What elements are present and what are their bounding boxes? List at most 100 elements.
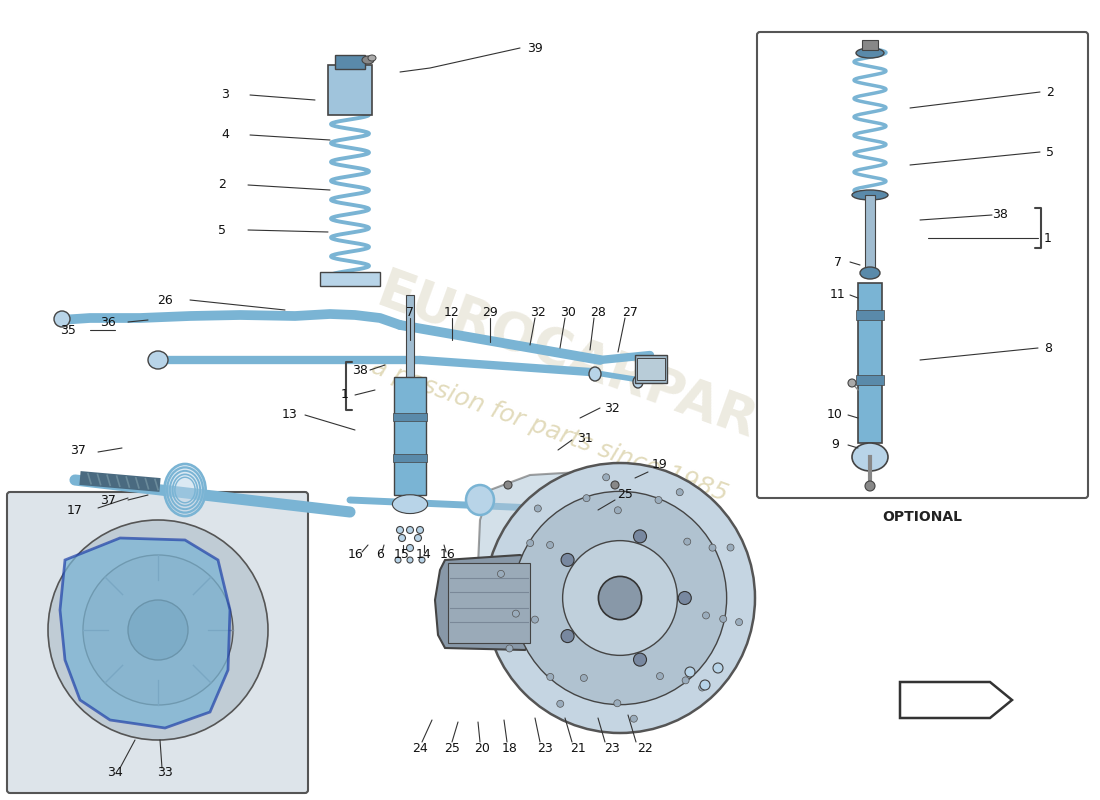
Bar (394, 378, 426, 494)
Text: 5: 5 (1046, 146, 1054, 158)
Text: 38: 38 (352, 363, 367, 377)
Ellipse shape (682, 677, 689, 684)
Text: 10: 10 (827, 409, 843, 422)
Ellipse shape (396, 526, 404, 534)
Ellipse shape (848, 379, 856, 387)
Bar (856, 310, 884, 320)
Ellipse shape (148, 351, 168, 369)
Ellipse shape (583, 494, 590, 502)
Text: 9: 9 (832, 438, 839, 451)
Text: 2: 2 (218, 178, 226, 191)
Text: 23: 23 (604, 742, 620, 754)
Ellipse shape (634, 530, 647, 543)
Ellipse shape (398, 534, 406, 542)
Ellipse shape (54, 311, 70, 327)
Ellipse shape (415, 534, 421, 542)
Ellipse shape (165, 464, 205, 516)
FancyBboxPatch shape (7, 492, 308, 793)
Bar (635, 355, 667, 383)
Text: 39: 39 (527, 42, 543, 54)
Ellipse shape (727, 544, 734, 551)
Ellipse shape (395, 557, 402, 563)
Text: 33: 33 (157, 766, 173, 778)
Bar (320, 272, 379, 286)
Ellipse shape (368, 55, 376, 61)
Text: 11: 11 (830, 289, 846, 302)
Bar (393, 454, 427, 462)
Text: 29: 29 (482, 306, 498, 318)
Text: 1: 1 (341, 389, 349, 402)
Ellipse shape (852, 190, 888, 200)
Text: 4: 4 (221, 129, 229, 142)
Bar (336, 55, 365, 69)
Ellipse shape (407, 557, 412, 563)
Ellipse shape (504, 481, 512, 489)
Ellipse shape (710, 544, 716, 551)
Polygon shape (478, 472, 630, 608)
Ellipse shape (865, 481, 874, 491)
Ellipse shape (48, 520, 268, 740)
Ellipse shape (713, 663, 723, 673)
Ellipse shape (393, 494, 428, 514)
Ellipse shape (615, 506, 622, 514)
Ellipse shape (557, 700, 563, 707)
Text: 25: 25 (444, 742, 460, 754)
Text: 2: 2 (1046, 86, 1054, 98)
Ellipse shape (547, 542, 553, 549)
Ellipse shape (679, 591, 691, 605)
Ellipse shape (676, 489, 683, 496)
Ellipse shape (856, 48, 884, 58)
Ellipse shape (514, 491, 727, 705)
Ellipse shape (561, 554, 574, 566)
Text: 24: 24 (412, 742, 428, 754)
Ellipse shape (506, 645, 513, 652)
Ellipse shape (466, 485, 494, 515)
Text: 31: 31 (578, 431, 593, 445)
Bar (328, 65, 372, 115)
Ellipse shape (485, 463, 755, 733)
Ellipse shape (719, 615, 727, 622)
Ellipse shape (616, 596, 624, 604)
Ellipse shape (698, 684, 705, 691)
Bar (393, 413, 427, 421)
Ellipse shape (657, 673, 663, 680)
Bar (637, 358, 666, 380)
Text: a passion for parts since 1985: a passion for parts since 1985 (368, 354, 732, 506)
Text: 5: 5 (218, 223, 226, 237)
Ellipse shape (513, 610, 519, 617)
Text: 30: 30 (560, 306, 576, 318)
Text: 35: 35 (60, 323, 76, 337)
Ellipse shape (497, 570, 505, 578)
Ellipse shape (417, 526, 424, 534)
Ellipse shape (603, 474, 609, 481)
Text: 15: 15 (394, 549, 410, 562)
Text: 18: 18 (502, 742, 518, 754)
Text: 22: 22 (637, 742, 653, 754)
Text: 1: 1 (1044, 231, 1052, 245)
Text: 25: 25 (617, 489, 632, 502)
FancyBboxPatch shape (757, 32, 1088, 498)
Text: 34: 34 (107, 766, 123, 778)
Text: 16: 16 (348, 549, 364, 562)
Ellipse shape (562, 541, 678, 655)
Text: 32: 32 (530, 306, 546, 318)
Ellipse shape (630, 715, 637, 722)
Text: 37: 37 (70, 443, 86, 457)
Ellipse shape (634, 653, 647, 666)
Ellipse shape (736, 618, 743, 626)
Text: EUROCARPARTS: EUROCARPARTS (370, 265, 830, 475)
Ellipse shape (561, 630, 574, 642)
Ellipse shape (654, 497, 662, 503)
Ellipse shape (685, 667, 695, 677)
Bar (406, 295, 415, 378)
Ellipse shape (684, 538, 691, 545)
Text: 7: 7 (406, 306, 414, 318)
Ellipse shape (852, 443, 888, 471)
Ellipse shape (531, 616, 539, 623)
Text: 20: 20 (474, 742, 490, 754)
Text: 32: 32 (604, 402, 620, 414)
Ellipse shape (527, 539, 534, 546)
Ellipse shape (700, 680, 710, 690)
Ellipse shape (614, 700, 620, 706)
Text: 21: 21 (570, 742, 586, 754)
